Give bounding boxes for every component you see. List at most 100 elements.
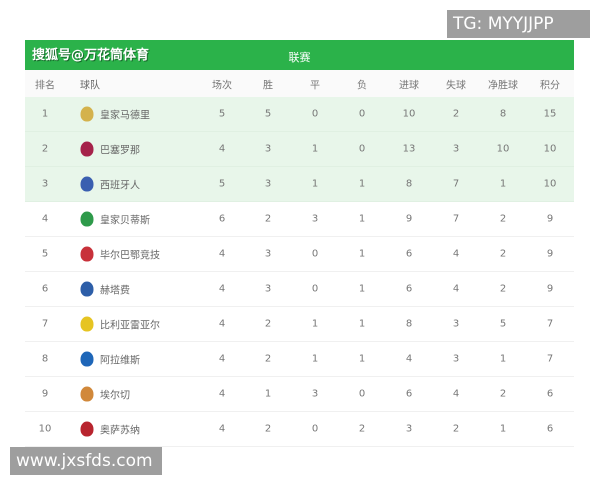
cell-rank: 3 — [41, 178, 49, 190]
cell-p: 5 — [218, 108, 226, 120]
team-name[interactable]: 奥萨苏纳 — [100, 425, 140, 437]
cell-l: 1 — [358, 283, 366, 295]
cell-pts: 10 — [543, 143, 557, 155]
table-row[interactable]: 皇家贝蒂斯 4 6 2 3 1 9 7 2 9 — [25, 202, 574, 237]
cell-gd: 10 — [496, 143, 510, 155]
cell-w: 3 — [264, 143, 272, 155]
cell-gd: 1 — [499, 178, 507, 190]
cell-ga: 4 — [452, 283, 460, 295]
cell-w: 3 — [264, 178, 272, 190]
cell-gf: 8 — [405, 318, 413, 330]
table-row[interactable]: 毕尔巴鄂竞技 5 4 3 0 1 6 4 2 9 — [25, 237, 574, 272]
cell-pts: 9 — [546, 213, 554, 225]
table-row[interactable]: 奥萨苏纳 10 4 2 0 2 3 2 1 6 — [25, 412, 574, 447]
header-bar: 搜狐号@万花筒体育 联赛 — [25, 40, 574, 70]
standings-table: 排名 球队 场次胜平负进球 失球 净胜球 积分 皇家马德里 1 5 5 0 0 10 2 8 15 巴塞罗那 2… — [25, 70, 574, 447]
cell-l: 0 — [358, 108, 366, 120]
cell-gf: 6 — [405, 283, 413, 295]
cell-gd: 1 — [499, 353, 507, 365]
cell-l: 2 — [358, 423, 366, 435]
cell-w: 2 — [264, 353, 272, 365]
table-row[interactable]: 巴塞罗那 2 4 3 1 0 13 3 10 10 — [25, 132, 574, 167]
cell-gd: 2 — [499, 213, 507, 225]
cell-gf: 4 — [405, 353, 413, 365]
cell-gf: 3 — [405, 423, 413, 435]
table-row[interactable]: 皇家马德里 1 5 5 0 0 10 2 8 15 — [25, 97, 574, 132]
cell-pts: 9 — [546, 283, 554, 295]
league-title: 联赛 — [288, 51, 311, 64]
cell-w: 3 — [264, 283, 272, 295]
cell-ga: 3 — [452, 143, 460, 155]
team-name[interactable]: 皇家马德里 — [100, 110, 150, 122]
cell-pts: 15 — [543, 108, 557, 120]
table-row[interactable]: 埃尔切 9 4 1 3 0 6 4 2 6 — [25, 377, 574, 412]
team-logo-icon — [80, 386, 94, 402]
cell-gf: 9 — [405, 213, 413, 225]
cell-l: 1 — [358, 318, 366, 330]
cell-gd: 2 — [499, 283, 507, 295]
table-row[interactable]: 阿拉维斯 8 4 2 1 1 4 3 1 7 — [25, 342, 574, 377]
cell-ga: 7 — [452, 213, 460, 225]
brand-label: 搜狐号@万花筒体育 — [32, 48, 150, 63]
cell-gf: 13 — [402, 143, 416, 155]
cell-rank: 6 — [41, 283, 49, 295]
cell-rank: 7 — [41, 318, 49, 330]
team-name[interactable]: 阿拉维斯 — [100, 355, 140, 367]
cell-ga: 2 — [452, 423, 460, 435]
team-logo-icon — [80, 316, 94, 332]
cell-p: 5 — [218, 178, 226, 190]
cell-rank: 5 — [41, 248, 49, 260]
team-name[interactable]: 巴塞罗那 — [100, 145, 140, 157]
column-header: 场次 — [212, 80, 232, 91]
cell-pts: 10 — [543, 178, 557, 190]
table-row[interactable]: 西班牙人 3 5 3 1 1 8 7 1 10 — [25, 167, 574, 202]
cell-l: 1 — [358, 248, 366, 260]
team-name[interactable]: 皇家贝蒂斯 — [100, 215, 150, 227]
cell-l: 1 — [358, 178, 366, 190]
cell-ga: 3 — [452, 318, 460, 330]
table-row[interactable]: 赫塔费 6 4 3 0 1 6 4 2 9 — [25, 272, 574, 307]
cell-l: 1 — [358, 353, 366, 365]
cell-d: 0 — [311, 248, 319, 260]
cell-w: 5 — [264, 108, 272, 120]
table-header: 排名 球队 场次 胜 平 负 进球 失球 净胜球 积分 — [25, 70, 574, 97]
watermark-bottom: www.jxsfds.com — [10, 447, 162, 475]
cell-gf: 10 — [402, 108, 416, 120]
team-name[interactable]: 毕尔巴鄂竞技 — [100, 250, 160, 262]
cell-pts: 7 — [546, 318, 554, 330]
cell-w: 2 — [264, 423, 272, 435]
cell-pts: 6 — [546, 388, 554, 400]
team-name[interactable]: 比利亚雷亚尔 — [100, 320, 160, 332]
cell-l: 0 — [358, 143, 366, 155]
cell-ga: 4 — [452, 248, 460, 260]
cell-gd: 5 — [499, 318, 507, 330]
cell-gd: 2 — [499, 248, 507, 260]
team-name[interactable]: 西班牙人 — [100, 180, 140, 192]
cell-rank: 4 — [41, 213, 49, 225]
cell-p: 6 — [218, 213, 226, 225]
team-name[interactable]: 赫塔费 — [100, 285, 130, 297]
cell-rank: 8 — [41, 353, 49, 365]
cell-w: 3 — [264, 248, 272, 260]
cell-p: 4 — [218, 423, 226, 435]
cell-p: 4 — [218, 283, 226, 295]
team-logo-icon — [80, 281, 94, 297]
column-header: 积分 — [540, 80, 560, 91]
team-logo-icon — [80, 141, 94, 157]
cell-w: 2 — [264, 318, 272, 330]
team-logo-icon — [80, 421, 94, 437]
table-row[interactable]: 比利亚雷亚尔 7 4 2 1 1 8 3 5 7 — [25, 307, 574, 342]
team-name[interactable]: 埃尔切 — [100, 390, 130, 402]
cell-d: 3 — [311, 388, 319, 400]
cell-ga: 3 — [452, 353, 460, 365]
cell-l: 1 — [358, 213, 366, 225]
cell-p: 4 — [218, 248, 226, 260]
team-logo-icon — [80, 351, 94, 367]
column-header: 失球 — [446, 80, 466, 91]
cell-gd: 2 — [499, 388, 507, 400]
team-logo-icon — [80, 176, 94, 192]
cell-p: 4 — [218, 388, 226, 400]
cell-pts: 6 — [546, 423, 554, 435]
cell-l: 0 — [358, 388, 366, 400]
column-header: 净胜球 — [488, 80, 518, 91]
